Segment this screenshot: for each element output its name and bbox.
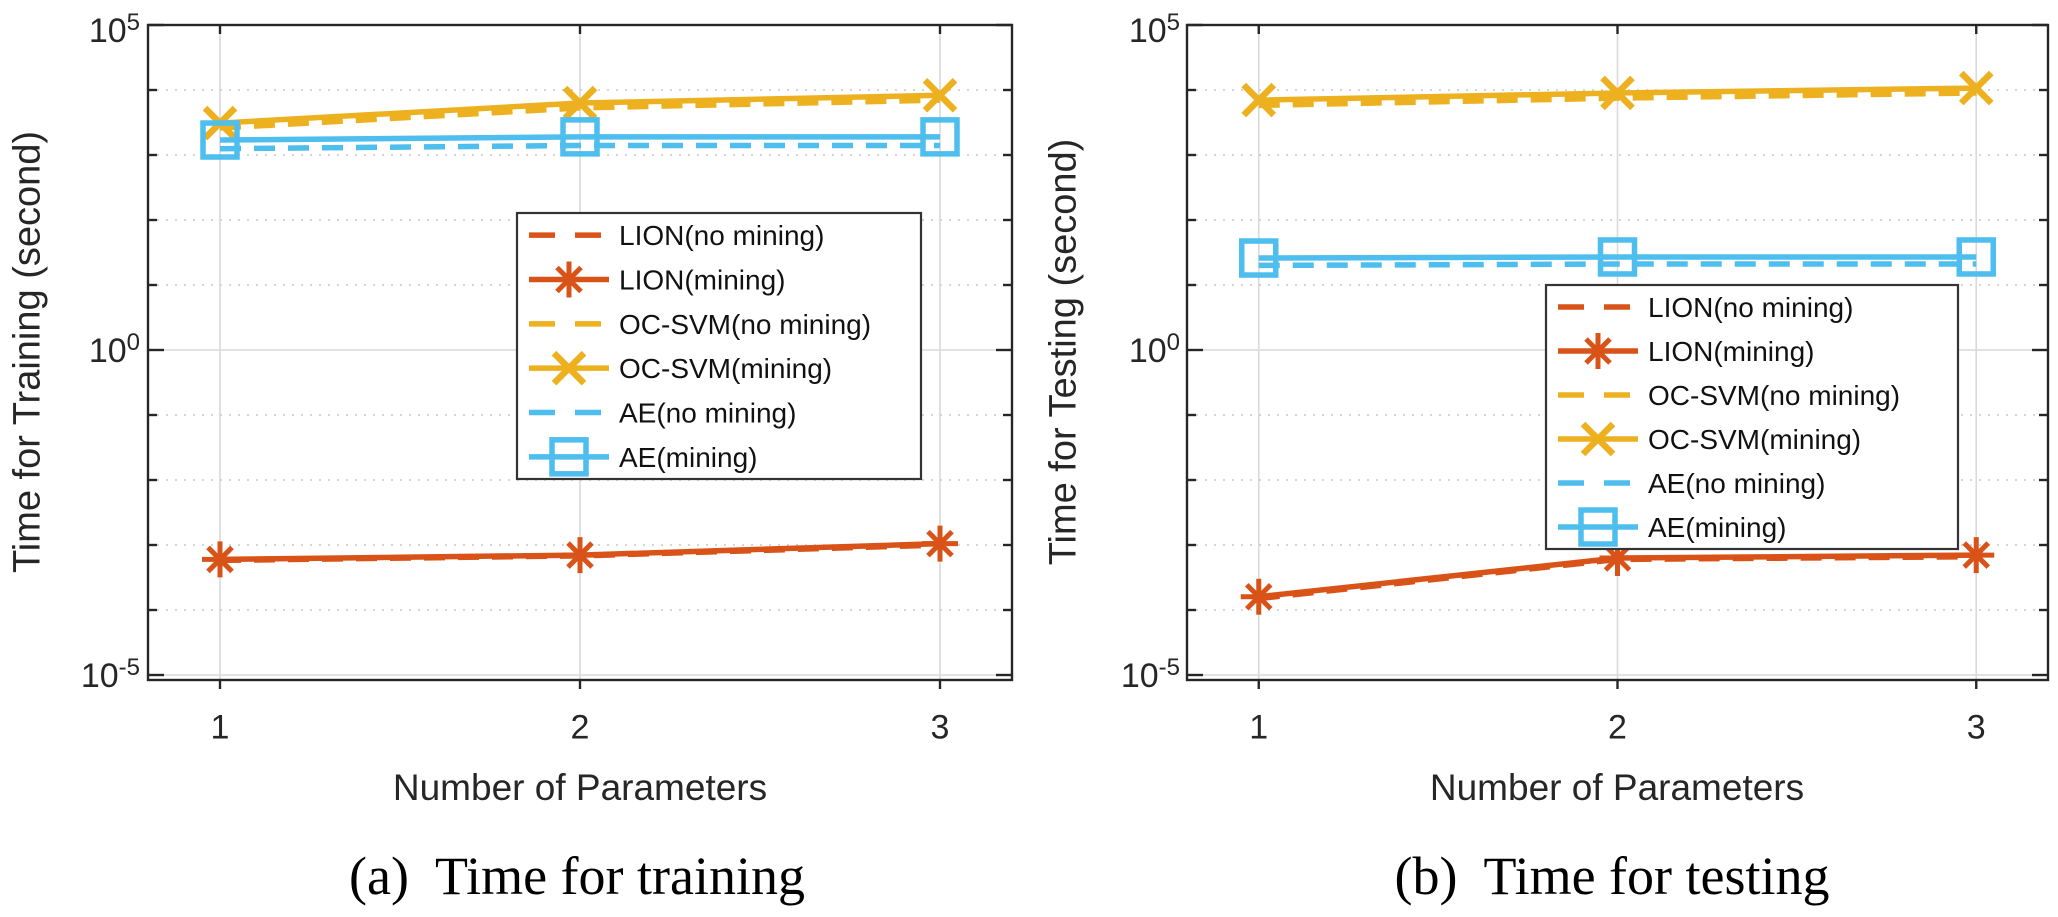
legend-sample-marker	[1580, 421, 1616, 457]
y-tick-label: 100	[88, 328, 140, 371]
legend-label: AE(mining)	[1648, 512, 1786, 543]
series-line	[219, 134, 940, 143]
legend-label: OC-SVM(mining)	[619, 353, 832, 384]
y-tick-label: 100	[1128, 328, 1180, 371]
legend-box	[515, 211, 923, 481]
x-axis-label-left: Number of Parameters	[392, 767, 768, 808]
x-tick-label: 2	[570, 708, 590, 747]
legend-box	[1544, 283, 1960, 551]
y-tick-label: 10-5	[1120, 653, 1180, 696]
x-tick-label: 1	[210, 708, 230, 747]
series-line	[1258, 254, 1977, 261]
series-marker-asterisk	[562, 537, 598, 574]
x-tick-label: 3	[1966, 708, 1986, 747]
series-marker-square	[560, 117, 600, 157]
series-marker-square	[1956, 237, 1996, 277]
series-line	[219, 142, 940, 152]
legend-label: OC-SVM(mining)	[1648, 424, 1861, 455]
series-marker-asterisk	[1599, 540, 1636, 577]
legend-label: LION(no mining)	[1648, 292, 1853, 323]
y-tick-label: 105	[1128, 8, 1180, 51]
legend-label: AE(no mining)	[619, 398, 796, 429]
legend-sample-marker	[551, 350, 587, 386]
caption-a: (a) Time for training	[349, 846, 805, 906]
series-marker-x	[1600, 75, 1635, 111]
legend-label: LION(no mining)	[619, 220, 824, 251]
series-marker-asterisk	[1240, 578, 1277, 615]
x-tick-label: 1	[1249, 708, 1269, 747]
series-marker-square	[920, 117, 960, 157]
legend-label: OC-SVM(no mining)	[619, 309, 871, 340]
series-marker-asterisk	[202, 541, 238, 578]
series-marker-square	[1597, 237, 1638, 277]
series-marker-asterisk	[922, 525, 958, 562]
x-tick-label: 2	[1608, 708, 1627, 747]
legend-sample-marker	[1580, 333, 1616, 369]
series-marker-x	[1241, 82, 1277, 118]
series-marker-square	[200, 120, 240, 160]
series-marker-square	[1239, 238, 1279, 278]
x-tick-label: 3	[930, 708, 950, 747]
series-line	[1258, 90, 1977, 109]
x-axis-label-right: Number of Parameters	[1429, 767, 1805, 808]
legend-sample-marker	[1578, 507, 1618, 547]
legend-sample-marker	[551, 261, 587, 298]
y-axis-label-testing: Time for Testing (second)	[1042, 138, 1085, 566]
series-line	[219, 97, 941, 131]
legend-label: LION(mining)	[619, 265, 785, 296]
series-marker-x	[922, 77, 958, 113]
y-tick-label: 105	[88, 8, 140, 51]
legend-label: AE(no mining)	[1648, 468, 1825, 499]
y-axis-label-training: Time for Training (second)	[6, 130, 49, 574]
series-marker-x	[1958, 70, 1994, 106]
legend-label: LION(mining)	[1648, 336, 1814, 367]
caption-b: (b) Time for testing	[1394, 846, 1830, 906]
series-marker-asterisk	[1958, 537, 1995, 574]
series-marker-x	[562, 85, 598, 121]
y-tick-label: 10-5	[80, 653, 140, 696]
legend-sample-marker	[549, 437, 589, 477]
legend-label: AE(mining)	[619, 442, 757, 473]
series-line	[1258, 261, 1977, 269]
legend-label: OC-SVM(no mining)	[1648, 380, 1900, 411]
